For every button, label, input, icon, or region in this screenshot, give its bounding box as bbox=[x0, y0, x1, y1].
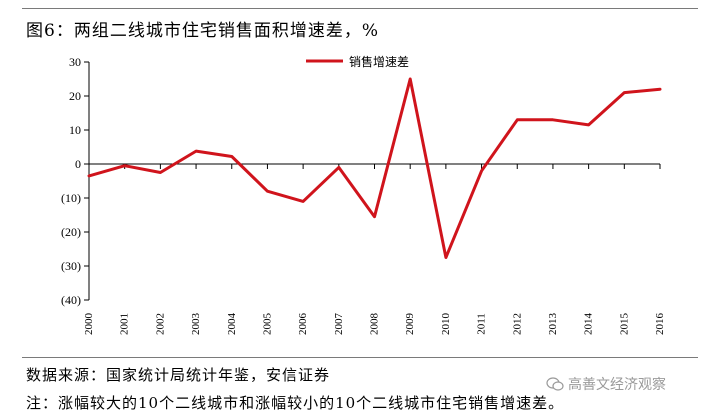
x-tick-label: 2010 bbox=[440, 313, 452, 336]
y-tick-label: 10 bbox=[69, 123, 81, 137]
x-tick-label: 2001 bbox=[119, 313, 131, 335]
x-tick-label: 2016 bbox=[654, 313, 666, 336]
x-tick-label: 2014 bbox=[583, 313, 595, 336]
legend-label: 销售增速差 bbox=[349, 54, 409, 69]
y-axis-ticks: 30 20 10 0 (10) (20) (30) (40) bbox=[61, 55, 89, 307]
y-tick-label: (30) bbox=[61, 259, 81, 273]
y-tick-label: (10) bbox=[61, 191, 81, 205]
data-source: 数据来源：国家统计局统计年鉴，安信证券 bbox=[26, 366, 331, 384]
y-tick-label: (40) bbox=[61, 293, 81, 307]
x-tick-label: 2003 bbox=[190, 313, 202, 336]
y-tick-label: 0 bbox=[75, 157, 81, 171]
x-tick-label: 2009 bbox=[404, 313, 416, 336]
x-tick-label: 2015 bbox=[618, 313, 630, 336]
y-tick-label: 20 bbox=[69, 89, 81, 103]
x-tick-label: 2006 bbox=[297, 313, 309, 336]
chart-legend: 销售增速差 bbox=[306, 54, 409, 69]
x-tick-label: 2007 bbox=[333, 313, 345, 336]
x-tick-label: 2000 bbox=[83, 313, 95, 336]
watermark-label: 高善文经济观察 bbox=[568, 377, 666, 393]
x-tick-label: 2012 bbox=[511, 313, 523, 335]
chart-series bbox=[87, 77, 662, 259]
wechat-icon bbox=[546, 377, 564, 391]
x-tick-label: 2008 bbox=[369, 313, 381, 336]
series-line bbox=[87, 77, 662, 259]
x-tick-label: 2013 bbox=[547, 313, 559, 336]
x-tick-label: 2002 bbox=[154, 313, 166, 335]
x-tick-label: 2005 bbox=[261, 313, 273, 336]
watermark: 高善文经济观察 bbox=[546, 374, 666, 394]
figure-title: 图6：两组二线城市住宅销售面积增速差，% bbox=[26, 21, 379, 41]
x-tick-label: 2011 bbox=[476, 313, 488, 335]
y-tick-label: (20) bbox=[61, 225, 81, 239]
bottom-rule bbox=[22, 357, 698, 358]
top-rule bbox=[22, 8, 698, 9]
figure-note: 注：涨幅较大的10个二线城市和涨幅较小的10个二线城市住宅销售增速差。 bbox=[26, 394, 565, 412]
chart-axes bbox=[88, 62, 660, 300]
y-tick-label: 30 bbox=[69, 55, 81, 69]
x-tick-label: 2004 bbox=[226, 313, 238, 336]
x-axis-ticks: 2000 2001 2002 2003 2004 2005 2006 2007 2008 2009… bbox=[83, 164, 666, 335]
